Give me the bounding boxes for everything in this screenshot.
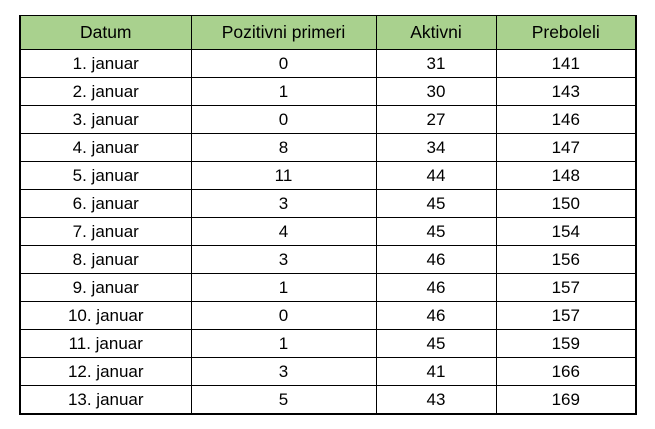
table-header: Datum Pozitivni primeri Aktivni Prebolel… <box>19 15 637 50</box>
table-row: 12. januar 3 41 166 <box>19 357 637 386</box>
cell-pozitivni: 1 <box>190 329 377 358</box>
cell-preboleli: 141 <box>495 49 637 78</box>
cell-datum: 13. januar <box>19 385 192 415</box>
cell-preboleli: 147 <box>495 133 637 162</box>
cell-aktivni: 31 <box>375 49 497 78</box>
cell-preboleli: 154 <box>495 217 637 246</box>
table-row: 2. januar 1 30 143 <box>19 77 637 106</box>
cell-pozitivni: 8 <box>190 133 377 162</box>
cell-datum: 4. januar <box>19 133 192 162</box>
table-row: 11. januar 1 45 159 <box>19 329 637 358</box>
cell-preboleli: 166 <box>495 357 637 386</box>
cell-datum: 6. januar <box>19 189 192 218</box>
cell-preboleli: 157 <box>495 301 637 330</box>
column-header-aktivni[interactable]: Aktivni <box>375 15 497 50</box>
table-row: 7. januar 4 45 154 <box>19 217 637 246</box>
cell-pozitivni: 0 <box>190 49 377 78</box>
cell-pozitivni: 11 <box>190 161 377 190</box>
table-row: 5. januar 11 44 148 <box>19 161 637 190</box>
cell-pozitivni: 3 <box>190 245 377 274</box>
cell-aktivni: 43 <box>375 385 497 415</box>
cell-datum: 5. januar <box>19 161 192 190</box>
cell-aktivni: 41 <box>375 357 497 386</box>
cell-datum: 10. januar <box>19 301 192 330</box>
cell-pozitivni: 0 <box>190 105 377 134</box>
cell-preboleli: 169 <box>495 385 637 415</box>
cell-aktivni: 30 <box>375 77 497 106</box>
table-row: 10. januar 0 46 157 <box>19 301 637 330</box>
cell-pozitivni: 5 <box>190 385 377 415</box>
cell-aktivni: 45 <box>375 329 497 358</box>
column-header-datum[interactable]: Datum <box>19 15 192 50</box>
cell-preboleli: 146 <box>495 105 637 134</box>
cell-datum: 11. januar <box>19 329 192 358</box>
table-body: 1. januar 0 31 141 2. januar 1 30 143 3.… <box>19 49 637 415</box>
table-row: 6. januar 3 45 150 <box>19 189 637 218</box>
table-row: 4. januar 8 34 147 <box>19 133 637 162</box>
table-header-row: Datum Pozitivni primeri Aktivni Prebolel… <box>19 15 637 50</box>
cell-datum: 9. januar <box>19 273 192 302</box>
cell-datum: 3. januar <box>19 105 192 134</box>
cell-datum: 12. januar <box>19 357 192 386</box>
cell-datum: 7. januar <box>19 217 192 246</box>
cell-aktivni: 46 <box>375 273 497 302</box>
cell-pozitivni: 3 <box>190 189 377 218</box>
cell-datum: 2. januar <box>19 77 192 106</box>
table-row: 1. januar 0 31 141 <box>19 49 637 78</box>
table-row: 13. januar 5 43 169 <box>19 385 637 415</box>
cell-aktivni: 34 <box>375 133 497 162</box>
cell-pozitivni: 3 <box>190 357 377 386</box>
cell-preboleli: 150 <box>495 189 637 218</box>
column-header-pozitivni[interactable]: Pozitivni primeri <box>190 15 377 50</box>
cell-aktivni: 46 <box>375 301 497 330</box>
cell-pozitivni: 4 <box>190 217 377 246</box>
cell-aktivni: 45 <box>375 189 497 218</box>
cell-datum: 8. januar <box>19 245 192 274</box>
cell-aktivni: 45 <box>375 217 497 246</box>
cell-datum: 1. januar <box>19 49 192 78</box>
cell-preboleli: 143 <box>495 77 637 106</box>
cell-preboleli: 148 <box>495 161 637 190</box>
cell-pozitivni: 1 <box>190 273 377 302</box>
table-row: 8. januar 3 46 156 <box>19 245 637 274</box>
column-header-preboleli[interactable]: Preboleli <box>495 15 637 50</box>
cell-aktivni: 44 <box>375 161 497 190</box>
cell-aktivni: 27 <box>375 105 497 134</box>
table-row: 9. januar 1 46 157 <box>19 273 637 302</box>
table-row: 3. januar 0 27 146 <box>19 105 637 134</box>
cell-preboleli: 156 <box>495 245 637 274</box>
cell-aktivni: 46 <box>375 245 497 274</box>
covid-statistics-table: Datum Pozitivni primeri Aktivni Prebolel… <box>19 15 637 415</box>
data-table-container: Datum Pozitivni primeri Aktivni Prebolel… <box>19 15 637 415</box>
cell-pozitivni: 0 <box>190 301 377 330</box>
cell-preboleli: 157 <box>495 273 637 302</box>
cell-pozitivni: 1 <box>190 77 377 106</box>
cell-preboleli: 159 <box>495 329 637 358</box>
